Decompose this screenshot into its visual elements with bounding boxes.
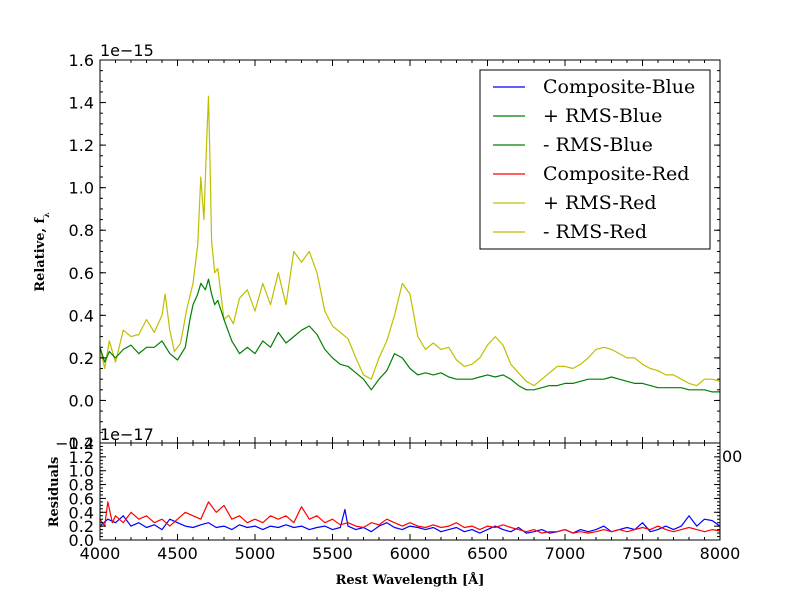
- residuals-panel-background: [100, 443, 720, 540]
- residuals-x-tick-label: 6500: [467, 544, 508, 563]
- residuals-y-tick-label: 0.8: [69, 476, 94, 495]
- main-y-axis-label-text: Relative, f: [33, 216, 48, 291]
- main-y-tick-label: −0.2: [55, 434, 94, 453]
- legend: Composite-Blue + RMS-Blue - RMS-Blue Com…: [479, 69, 711, 250]
- residuals-x-tick-label: 7500: [622, 544, 663, 563]
- main-y-tick-label: 0.0: [69, 391, 94, 410]
- residuals-y-tick-label: 1.0: [69, 462, 94, 481]
- residuals-x-tick-label: 4500: [157, 544, 198, 563]
- main-y-tick-label: 1.6: [69, 51, 94, 70]
- main-y-tick-label: 1.2: [69, 136, 94, 155]
- main-y-tick-label: 0.2: [69, 349, 94, 368]
- legend-label-minus-rms-blue: - RMS-Blue: [543, 134, 653, 156]
- main-series-composite-red: [99, 95, 721, 387]
- residuals-plot-lines: [99, 501, 721, 534]
- residuals-y-ticks: 0.00.20.40.60.81.01.21.4: [69, 434, 720, 550]
- residuals-y-tick-label: 0.4: [69, 503, 94, 522]
- residuals-x-tick-label: 6000: [390, 544, 431, 563]
- legend-label-plus-rms-blue: + RMS-Blue: [543, 105, 662, 127]
- legend-box: [479, 69, 711, 250]
- main-y-axis-label: Relative, fλ: [33, 212, 51, 292]
- x-axis-label: Rest Wavelength [Å]: [336, 572, 485, 588]
- residuals-x-tick-label: 8000: [700, 544, 741, 563]
- residuals-offset-text: 1e−17: [100, 425, 154, 444]
- residuals-x-tick-label: 4000: [80, 544, 121, 563]
- residuals-x-tick-label: 5000: [235, 544, 276, 563]
- residuals-x-tick-label: 5500: [312, 544, 353, 563]
- residuals-y-tick-label: 1.2: [69, 448, 94, 467]
- legend-label-minus-rms-red: - RMS-Red: [543, 221, 647, 243]
- main-y-tick-label: 0.4: [69, 306, 94, 325]
- residuals-panel: 4000 4500 5000 5500 6000 6500 7000 7500 8000 0.0…: [47, 425, 740, 588]
- main-y-ticks: −0.2 0.0 0.2 0.4 0.6 0.8 1.0 1.2 1.4 1.6: [55, 51, 720, 453]
- main-y-tick-label: 0.8: [69, 221, 94, 240]
- legend-label-plus-rms-red: + RMS-Red: [543, 192, 657, 214]
- residuals-y-tick-label: 0.6: [69, 489, 94, 508]
- residuals-y-tick-label: 0.0: [69, 531, 94, 550]
- legend-label-composite-red: Composite-Red: [543, 163, 689, 185]
- residuals-y-axis-label: Residuals: [47, 457, 62, 528]
- main-panel: −0.20.00.20.40.60.81.01.21.41.6 1e−15 00…: [33, 41, 742, 466]
- residuals-x-ticks: 4000 4500 5000 5500 6000 6500 7000 7500 8000: [80, 443, 741, 563]
- residuals-y-tick-label: 0.2: [69, 517, 94, 536]
- residuals-series-composite-red: [99, 501, 721, 534]
- main-partial-xtick-label: 00: [722, 447, 742, 466]
- legend-label-composite-blue: Composite-Blue: [543, 76, 695, 98]
- main-y-tick-label: 0.6: [69, 264, 94, 283]
- residuals-x-tick-label: 7000: [545, 544, 586, 563]
- main-y-tick-label: 1.0: [69, 179, 94, 198]
- main-y-axis-label-subscript: λ: [41, 212, 51, 218]
- main-offset-text: 1e−15: [100, 41, 154, 60]
- main-y-tick-label: 1.4: [69, 94, 94, 113]
- residuals-y-tick-label: 1.4: [69, 434, 94, 453]
- main-series-composite-blue: [99, 278, 720, 393]
- main-plot-lines: [99, 95, 721, 393]
